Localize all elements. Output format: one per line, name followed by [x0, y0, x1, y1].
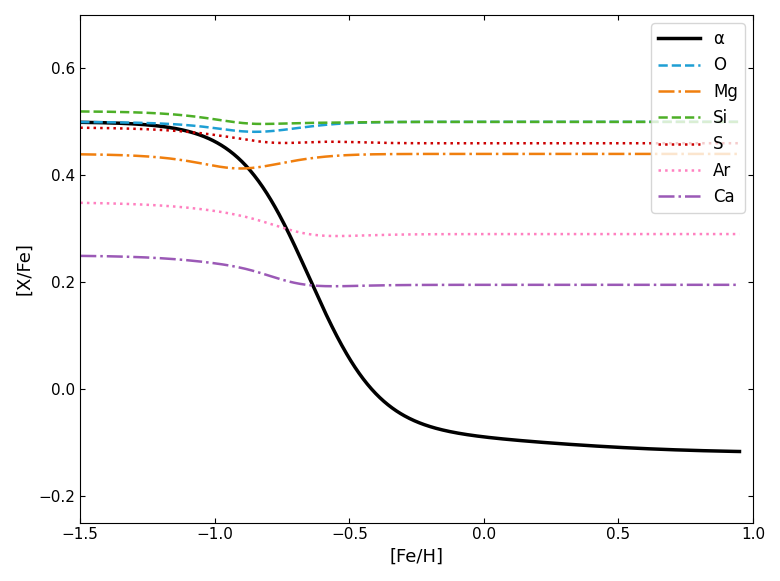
S: [459, 140, 469, 147]
Line: α: α: [80, 123, 739, 451]
Ar: [333, 232, 342, 239]
O: [735, 119, 744, 125]
Mg: [76, 151, 85, 158]
Line: S: S: [80, 128, 739, 144]
Mg: [645, 150, 654, 157]
Line: Ar: Ar: [80, 203, 739, 236]
Y-axis label: [X/Fe]: [X/Fe]: [15, 242, 33, 295]
Si: [258, 120, 268, 127]
Ca: [735, 281, 744, 288]
S: [440, 140, 449, 147]
Ar: [576, 231, 586, 238]
Ca: [76, 252, 85, 259]
Line: Si: Si: [80, 112, 739, 124]
O: [250, 128, 260, 135]
Mg: [476, 150, 485, 157]
S: [116, 125, 126, 132]
Mg: [497, 150, 506, 157]
O: [116, 119, 126, 126]
Line: Mg: Mg: [80, 154, 739, 168]
O: [76, 119, 85, 125]
Mg: [735, 150, 744, 157]
Si: [576, 119, 586, 125]
α: [576, 442, 585, 449]
Ca: [496, 281, 505, 288]
S: [735, 140, 744, 147]
Si: [477, 119, 486, 125]
O: [459, 119, 469, 125]
Line: O: O: [80, 122, 739, 132]
S: [477, 140, 486, 147]
O: [645, 119, 654, 125]
Line: Ca: Ca: [80, 256, 739, 286]
α: [116, 120, 126, 127]
α: [495, 435, 505, 442]
Legend: α, O, Mg, Si, S, Ar, Ca: α, O, Mg, Si, S, Ar, Ca: [651, 23, 745, 213]
Si: [116, 109, 126, 116]
Ar: [116, 200, 126, 207]
Mg: [477, 150, 487, 157]
Si: [644, 119, 654, 125]
Mg: [236, 165, 245, 172]
Si: [459, 119, 469, 125]
Mg: [577, 150, 587, 157]
Ca: [116, 253, 126, 260]
Ca: [576, 281, 586, 288]
Ca: [477, 281, 486, 288]
S: [644, 140, 654, 147]
Ar: [496, 231, 505, 238]
O: [477, 119, 486, 125]
α: [459, 431, 468, 437]
Ar: [735, 231, 744, 238]
Ar: [76, 199, 85, 206]
Ca: [329, 283, 339, 290]
O: [489, 119, 498, 125]
Si: [496, 119, 505, 125]
Si: [76, 108, 85, 115]
Mg: [459, 150, 469, 157]
α: [735, 448, 744, 455]
α: [644, 445, 653, 452]
Ca: [459, 281, 469, 288]
O: [497, 119, 506, 125]
Mg: [116, 152, 126, 159]
α: [476, 433, 485, 440]
Ca: [644, 281, 654, 288]
S: [76, 124, 85, 131]
X-axis label: [Fe/H]: [Fe/H]: [390, 548, 444, 566]
Si: [735, 119, 744, 125]
Ar: [459, 231, 469, 238]
Ar: [644, 231, 654, 238]
α: [76, 119, 85, 126]
O: [577, 119, 587, 125]
Ar: [477, 231, 486, 238]
S: [576, 140, 586, 147]
S: [496, 140, 505, 147]
